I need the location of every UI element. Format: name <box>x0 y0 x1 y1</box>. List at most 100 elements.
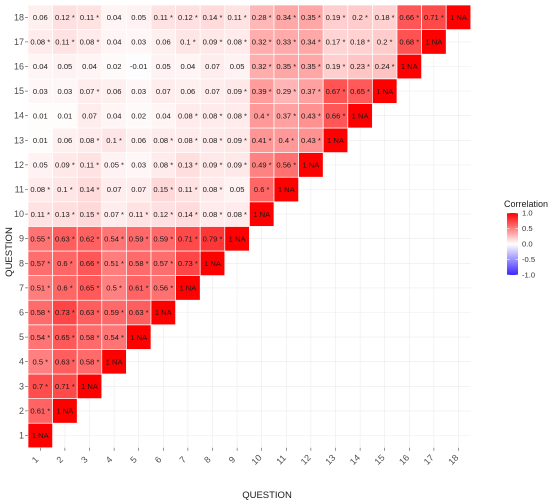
cell-value-label: 0.09 * <box>227 136 247 145</box>
cell-value-label: 0.03 <box>131 161 146 170</box>
heatmap-cell <box>76 127 103 153</box>
heatmap-cell <box>224 53 250 80</box>
cell-value-label: 0.54 * <box>104 333 124 342</box>
heatmap-cell <box>150 78 176 104</box>
y-tick-label: 15 <box>14 86 24 96</box>
heatmap-cell <box>199 103 226 129</box>
heatmap-cell <box>175 4 201 30</box>
cell-value-label: 0.61 * <box>129 284 149 293</box>
legend-tick-label: 0.0 <box>522 240 533 249</box>
cell-value-label: 1 NA <box>32 431 50 440</box>
cell-value-label: 0.2 * <box>352 13 368 22</box>
cell-value-label: 0.14 * <box>80 185 100 194</box>
heatmap-cell <box>76 29 103 55</box>
cell-value-label: 0.07 <box>205 62 220 71</box>
cell-value-label: 0.08 * <box>178 111 198 120</box>
cell-value-label: 0.57 * <box>153 259 173 268</box>
cell-value-label: 0.15 * <box>153 185 173 194</box>
x-tick-label: 4 <box>104 454 115 465</box>
heatmap-cell <box>76 275 103 301</box>
cell-value-label: 0.6 * <box>57 284 73 293</box>
cell-value-label: 0.07 <box>82 111 97 120</box>
cell-value-label: 0.28 * <box>252 13 272 22</box>
cell-value-label: 0.35 * <box>276 62 296 71</box>
heatmap-cell <box>76 373 103 399</box>
x-tick-label: 5 <box>128 454 139 465</box>
cell-value-label: 0.08 * <box>227 38 247 47</box>
legend-tick-label: 0.5 <box>522 224 533 233</box>
heatmap-cell <box>27 349 53 375</box>
heatmap-cell <box>76 78 103 104</box>
cell-value-label: 0.58 * <box>30 308 50 317</box>
cell-value-label: 0.08 * <box>80 38 100 47</box>
heatmap-cell <box>347 4 373 30</box>
cell-value-label: 0.05 <box>131 13 146 22</box>
heatmap-cell <box>76 152 103 178</box>
cell-value-label: 0.51 * <box>104 259 124 268</box>
cell-value-label: 0.63 * <box>55 234 75 243</box>
heatmap-cell <box>273 78 299 104</box>
cell-value-label: 0.14 * <box>203 13 223 22</box>
cell-value-label: 0.09 * <box>227 87 247 96</box>
heatmap-cell <box>150 299 176 326</box>
heatmap-cell <box>27 78 53 104</box>
cell-value-label: 0.08 * <box>80 136 100 145</box>
y-tick-label: 14 <box>14 111 24 121</box>
cell-value-label: 0.24 * <box>375 62 395 71</box>
cell-value-label: 0.32 * <box>252 62 272 71</box>
legend-tick-label: -1.0 <box>522 271 535 280</box>
x-tick-label: 11 <box>274 453 288 467</box>
heatmap-cell <box>175 29 201 55</box>
cell-value-label: 1 NA <box>253 210 271 219</box>
cell-value-label: 0.13 * <box>55 210 75 219</box>
heatmap-cell <box>224 176 250 203</box>
heatmap-cell <box>126 4 152 30</box>
heatmap-cell <box>249 4 275 30</box>
cell-value-label: 0.5 * <box>32 357 48 366</box>
cell-value-label: 0.09 * <box>203 38 223 47</box>
cell-value-label: 1 NA <box>450 13 468 22</box>
heatmap-cell <box>175 53 201 80</box>
cell-value-label: 0.04 <box>156 111 171 120</box>
cell-value-label: 0.66 * <box>399 13 419 22</box>
cell-value-label: 0.57 * <box>30 259 50 268</box>
cell-value-label: 0.17 * <box>326 38 346 47</box>
heatmap-cell <box>445 4 472 30</box>
y-axis-title: QUESTION <box>4 227 15 277</box>
cell-value-label: 0.08 * <box>153 136 173 145</box>
heatmap-cell <box>52 103 78 129</box>
cell-value-label: 0.07 <box>107 185 122 194</box>
cell-value-label: 0.07 * <box>80 87 100 96</box>
cell-value-label: 0.35 * <box>301 13 321 22</box>
cell-value-label: 0.06 <box>181 87 196 96</box>
cell-value-label: 0.68 * <box>399 38 419 47</box>
y-tick-label: 16 <box>14 62 24 72</box>
cell-value-label: 0.71 * <box>424 13 444 22</box>
cell-value-label: 0.5 * <box>106 284 122 293</box>
cell-value-label: 0.12 * <box>178 13 198 22</box>
heatmap-cell <box>273 29 299 55</box>
cell-value-label: 0.11 * <box>31 210 50 219</box>
legend-title: Correlation <box>504 199 548 209</box>
cell-value-label: 0.11 * <box>80 161 99 170</box>
cell-value-label: 0.6 * <box>57 259 73 268</box>
cell-value-label: 0.63 * <box>129 308 149 317</box>
cell-value-label: 0.65 * <box>350 87 370 96</box>
y-tick-label: 3 <box>19 381 24 391</box>
heatmap-cell <box>175 152 201 178</box>
cell-value-label: 0.07 <box>156 87 171 96</box>
heatmap-cell <box>52 226 78 252</box>
heatmap-cell <box>273 127 299 153</box>
legend: Correlation 1.0 0.5 0.0 -0.5 -1.0 <box>504 199 548 280</box>
y-tick-label: 18 <box>14 12 24 22</box>
y-tick-label: 7 <box>19 283 24 293</box>
heatmap-cell <box>126 176 152 203</box>
heatmap-cell <box>27 103 53 129</box>
x-tick-label: 14 <box>348 453 362 467</box>
cell-value-label: 0.04 <box>107 111 122 120</box>
cell-value-label: 1 NA <box>204 259 222 268</box>
heatmap-cell <box>322 4 349 30</box>
x-tick-label: 10 <box>250 453 264 467</box>
heatmap-cell <box>76 53 103 80</box>
cell-value-label: 0.08 * <box>203 185 223 194</box>
